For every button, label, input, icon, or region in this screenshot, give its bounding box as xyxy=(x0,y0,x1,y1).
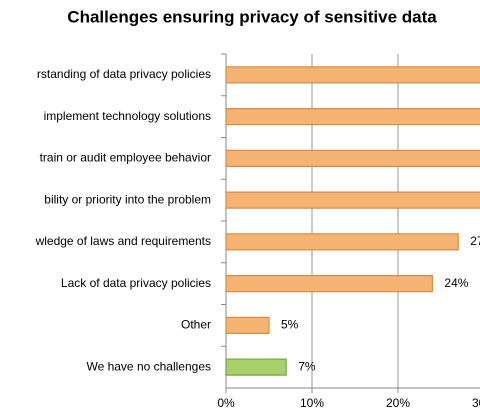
y-tick-label: Lack of data privacy policies xyxy=(61,276,211,290)
bar xyxy=(225,233,459,251)
y-tick-label: train or audit employee behavior xyxy=(40,151,211,165)
value-label: 27% xyxy=(470,234,480,248)
y-tick-label: rstanding of data privacy policies xyxy=(37,67,211,81)
y-tick-label: Other xyxy=(181,318,211,332)
x-tick-label: 30% xyxy=(472,396,480,410)
bar xyxy=(225,108,480,126)
x-tick-label: 20% xyxy=(386,396,410,410)
x-tick-label: 10% xyxy=(300,396,324,410)
bar xyxy=(225,316,270,334)
bar xyxy=(225,149,480,167)
value-label: 24% xyxy=(444,276,468,290)
y-tick-label: bility or priority into the problem xyxy=(44,192,211,206)
value-label: 5% xyxy=(281,318,299,332)
value-label: 7% xyxy=(298,359,316,373)
y-tick-label: implement technology solutions xyxy=(44,109,211,123)
bar xyxy=(225,191,480,209)
bar xyxy=(225,66,480,84)
chart-title: Challenges ensuring privacy of sensitive… xyxy=(67,7,437,26)
y-tick-label: We have no challenges xyxy=(86,359,211,373)
x-tick-label: 0% xyxy=(217,396,235,410)
bar xyxy=(225,358,287,376)
bar xyxy=(225,275,433,293)
y-tick-label: wledge of laws and requirements xyxy=(35,234,211,248)
